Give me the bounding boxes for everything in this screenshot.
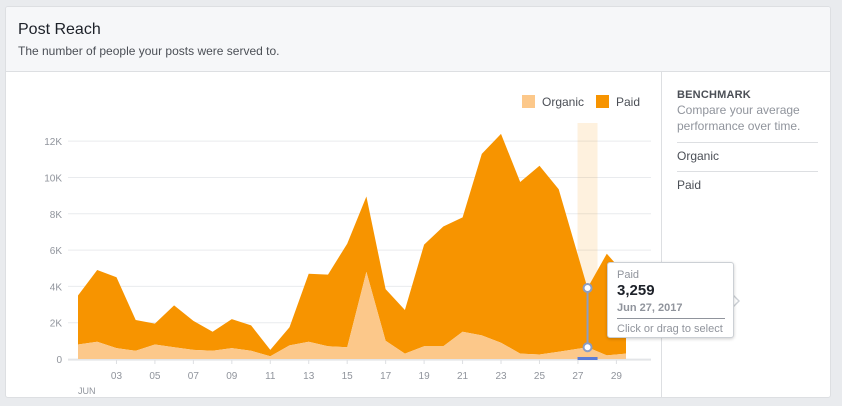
y-tick-label: 12K — [44, 137, 62, 148]
x-tick-label: 05 — [149, 371, 161, 382]
benchmark-item-organic[interactable]: Organic — [677, 149, 720, 163]
y-tick-label: 6K — [50, 246, 63, 257]
x-tick-label: 19 — [419, 371, 431, 382]
chart-area[interactable]: 0 2K 4K 6K 8K 10K 12K 03 05 07 09 11 13 15 17 19 21 23 25… — [6, 72, 661, 398]
x-tick-label: 27 — [572, 371, 584, 382]
x-tick-label: 25 — [534, 371, 546, 382]
legend-label-paid: Paid — [616, 95, 640, 109]
tooltip-series-name: Paid — [617, 269, 640, 281]
tooltip-hint: Click or drag to select — [617, 323, 723, 335]
x-tick-label: 07 — [188, 371, 200, 382]
tooltip-arrow — [732, 295, 738, 307]
benchmark-title: BENCHMARK — [677, 89, 751, 101]
x-tick-label: 17 — [380, 371, 392, 382]
x-tick-label: 15 — [342, 371, 354, 382]
x-tick-label: 11 — [265, 371, 276, 382]
x-tick-label: 03 — [111, 371, 123, 382]
cursor-point-paid[interactable] — [582, 283, 593, 294]
selection-cursor[interactable] — [577, 283, 598, 360]
tooltip-date: Jun 27, 2017 — [617, 302, 683, 314]
post-reach-card: Post Reach The number of people your pos… — [5, 6, 831, 398]
legend-swatch-paid — [596, 95, 609, 108]
tooltip-divider — [617, 318, 725, 319]
paid-area[interactable] — [78, 133, 626, 357]
data-point-tooltip: Paid 3,259 Jun 27, 2017 Click or drag to… — [607, 262, 734, 338]
post-reach-chart[interactable]: 0 2K 4K 6K 8K 10K 12K 03 05 07 09 11 13 15 17 19 21 23 25… — [6, 72, 661, 398]
chart-legend: Organic Paid — [522, 95, 640, 109]
benchmark-description: Compare your average performance over ti… — [677, 103, 801, 133]
cursor-base-marker — [577, 357, 598, 360]
y-axis-labels: 0 2K 4K 6K 8K 10K 12K — [44, 137, 62, 366]
card-header: Post Reach The number of people your pos… — [6, 7, 830, 72]
y-tick-label: 0 — [56, 355, 62, 366]
legend-swatch-organic — [522, 95, 535, 108]
x-axis-labels: 03 05 07 09 11 13 15 17 19 21 23 25 27 29 JUN — [78, 360, 622, 396]
benchmark-sidebar: BENCHMARK Compare your average performan… — [661, 72, 830, 397]
organic-area[interactable] — [78, 271, 626, 359]
x-axis-month-label: JUN — [78, 386, 96, 396]
benchmark-divider — [677, 142, 818, 143]
y-tick-label: 4K — [50, 282, 63, 293]
tooltip-value: 3,259 — [617, 282, 655, 299]
x-tick-label: 21 — [457, 371, 469, 382]
x-tick-label: 09 — [226, 371, 238, 382]
y-tick-label: 10K — [44, 173, 62, 184]
x-tick-label: 13 — [303, 371, 315, 382]
legend-label-organic: Organic — [542, 95, 584, 109]
y-tick-label: 2K — [50, 319, 63, 330]
benchmark-divider — [677, 171, 818, 172]
x-tick-label: 29 — [611, 371, 623, 382]
x-tick-label: 23 — [495, 371, 507, 382]
card-title: Post Reach — [18, 21, 101, 38]
card-subtitle: The number of people your posts were ser… — [18, 44, 280, 58]
cursor-point-organic[interactable] — [582, 342, 593, 353]
benchmark-item-paid[interactable]: Paid — [677, 178, 702, 192]
y-tick-label: 8K — [50, 210, 63, 221]
